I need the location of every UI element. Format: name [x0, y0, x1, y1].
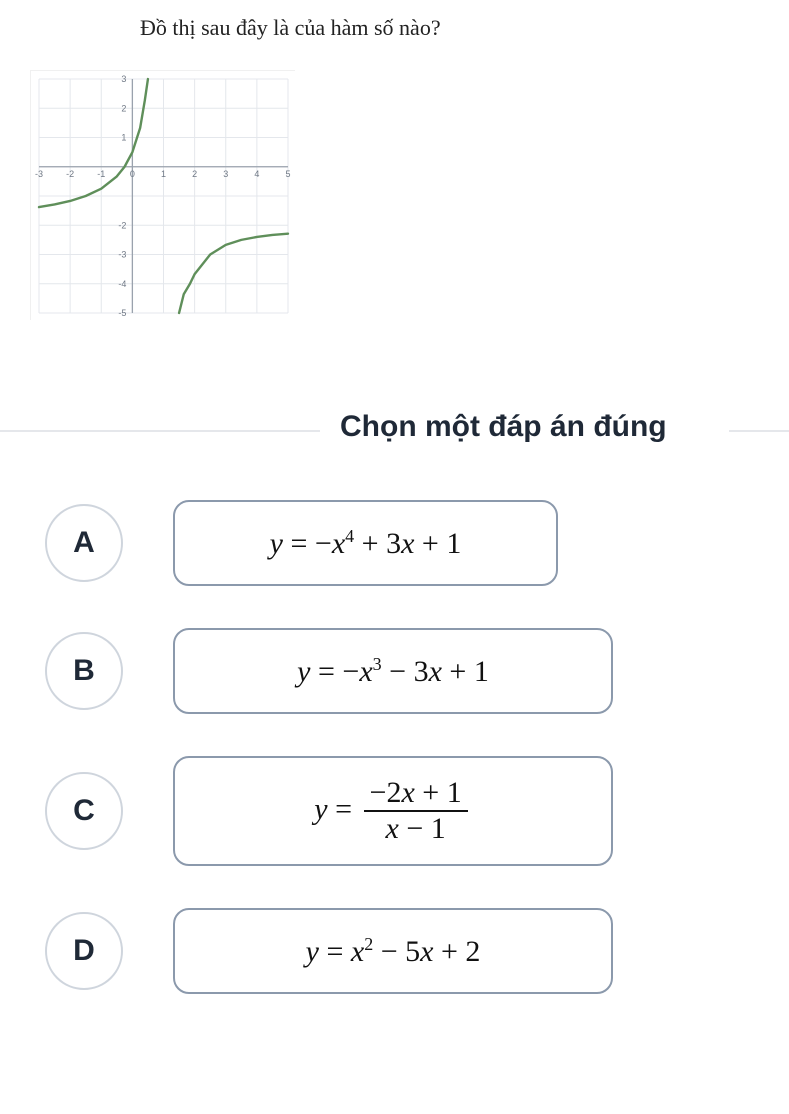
section-divider: Chọn một đáp án đúng: [0, 400, 789, 460]
svg-text:3: 3: [223, 169, 228, 179]
svg-text:-3: -3: [35, 169, 43, 179]
option-box-c[interactable]: y = −2x + 1x − 1: [173, 756, 613, 866]
option-box-b[interactable]: y = −x3 − 3x + 1: [173, 628, 613, 714]
svg-text:1: 1: [161, 169, 166, 179]
graph-container: -3 -2 -1 0 1 2 3 4 5 -5 -4 -3 -2 1 2 3: [30, 70, 295, 320]
svg-text:0: 0: [130, 169, 135, 179]
option-letter-a[interactable]: A: [45, 504, 123, 582]
divider-left: [0, 430, 320, 432]
option-letter-d[interactable]: D: [45, 912, 123, 990]
option-box-a[interactable]: y = −x4 + 3x + 1: [173, 500, 558, 586]
svg-text:4: 4: [254, 169, 259, 179]
svg-text:2: 2: [192, 169, 197, 179]
option-row-a[interactable]: Ay = −x4 + 3x + 1: [45, 500, 745, 586]
option-row-c[interactable]: Cy = −2x + 1x − 1: [45, 756, 745, 866]
options-list: Ay = −x4 + 3x + 1 By = −x3 − 3x + 1 Cy = −…: [45, 500, 745, 1036]
svg-text:-1: -1: [97, 169, 105, 179]
svg-text:-2: -2: [66, 169, 74, 179]
svg-text:-5: -5: [118, 308, 126, 318]
divider-right: [729, 430, 789, 432]
svg-text:1: 1: [121, 133, 126, 143]
question-text: Đồ thị sau đây là của hàm số nào?: [140, 15, 441, 41]
svg-text:3: 3: [121, 74, 126, 84]
option-letter-c[interactable]: C: [45, 772, 123, 850]
svg-text:-3: -3: [118, 250, 126, 260]
svg-text:-4: -4: [118, 279, 126, 289]
function-graph: -3 -2 -1 0 1 2 3 4 5 -5 -4 -3 -2 1 2 3: [31, 71, 296, 321]
option-row-d[interactable]: Dy = x2 − 5x + 2: [45, 908, 745, 994]
choose-prompt: Chọn một đáp án đúng: [340, 410, 667, 444]
option-row-b[interactable]: By = −x3 − 3x + 1: [45, 628, 745, 714]
svg-text:2: 2: [121, 103, 126, 113]
option-box-d[interactable]: y = x2 − 5x + 2: [173, 908, 613, 994]
option-letter-b[interactable]: B: [45, 632, 123, 710]
svg-text:-2: -2: [118, 220, 126, 230]
svg-text:5: 5: [285, 169, 290, 179]
